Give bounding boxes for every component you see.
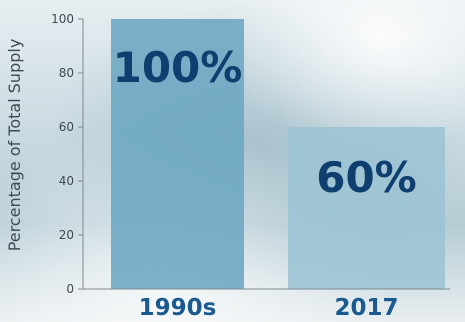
- data-label-1990s: 100%: [113, 43, 243, 92]
- bars-layer: [111, 19, 445, 289]
- y-tick-label-40: 40: [59, 174, 74, 188]
- y-tick-label-100: 100: [51, 12, 74, 26]
- labels-layer: 100% 1990s 60% 2017: [113, 43, 417, 321]
- bar-1990s: [111, 19, 244, 289]
- y-axis-label: Percentage of Total Supply: [5, 39, 24, 252]
- category-label-2017: 2017: [334, 295, 398, 321]
- y-tick-label-60: 60: [59, 120, 74, 134]
- bar-2017: [288, 127, 445, 289]
- axis-layer: 0 20 40 60 80 100: [51, 12, 450, 296]
- category-label-1990s: 1990s: [139, 295, 217, 321]
- data-label-2017: 60%: [316, 153, 417, 202]
- y-tick-label-80: 80: [59, 66, 74, 80]
- y-tick-label-0: 0: [66, 282, 74, 296]
- y-tick-label-20: 20: [59, 228, 74, 242]
- y-axis-label-wrap: Percentage of Total Supply: [0, 0, 40, 322]
